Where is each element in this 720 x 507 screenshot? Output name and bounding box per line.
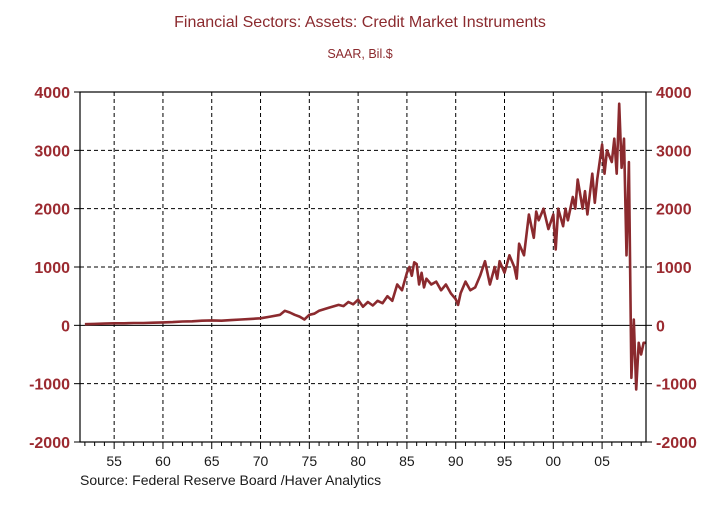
chart-subtitle: SAAR, Bil.$ — [327, 47, 392, 61]
x-tick-label: 85 — [399, 453, 415, 469]
chart-title: Financial Sectors: Assets: Credit Market… — [174, 14, 546, 31]
y-tick-label-left: 3000 — [34, 143, 70, 160]
y-axis-left: 4000 3000 2000 1000 0 -1000 -2000 — [29, 85, 80, 452]
grid — [80, 92, 646, 442]
x-tick-label: 55 — [106, 453, 122, 469]
series-layer — [84, 102, 646, 391]
y-tick-label-right: 1000 — [656, 260, 692, 277]
x-tick-label: 95 — [497, 453, 513, 469]
series-line — [84, 102, 646, 391]
y-tick-label-right: 2000 — [656, 202, 692, 219]
y-tick-label-right: 3000 — [656, 143, 692, 160]
source-note: Source: Federal Reserve Board /Haver Ana… — [80, 472, 381, 488]
y-tick-label-right: 0 — [656, 318, 665, 335]
x-tick-label: 05 — [594, 453, 610, 469]
y-tick-label-left: 1000 — [34, 260, 70, 277]
x-axis: 55 60 65 70 75 80 85 90 95 00 05 — [84, 442, 642, 469]
y-tick-label-right: -2000 — [656, 435, 697, 452]
y-tick-label-left: -1000 — [29, 377, 70, 394]
y-tick-label-left: 2000 — [34, 202, 70, 219]
x-tick-label: 65 — [204, 453, 220, 469]
y-tick-label-left: -2000 — [29, 435, 70, 452]
x-tick-label: 60 — [155, 453, 171, 469]
y-tick-label-right: 4000 — [656, 85, 692, 102]
x-tick-label: 00 — [546, 453, 562, 469]
y-axis-right: 4000 3000 2000 1000 0 -1000 -2000 — [646, 85, 697, 452]
x-tick-label: 70 — [253, 453, 269, 469]
y-tick-label-right: -1000 — [656, 377, 697, 394]
x-tick-label: 80 — [350, 453, 366, 469]
x-tick-label: 90 — [448, 453, 464, 469]
y-tick-label-left: 4000 — [34, 85, 70, 102]
y-tick-label-left: 0 — [61, 318, 70, 335]
x-tick-label: 75 — [302, 453, 318, 469]
